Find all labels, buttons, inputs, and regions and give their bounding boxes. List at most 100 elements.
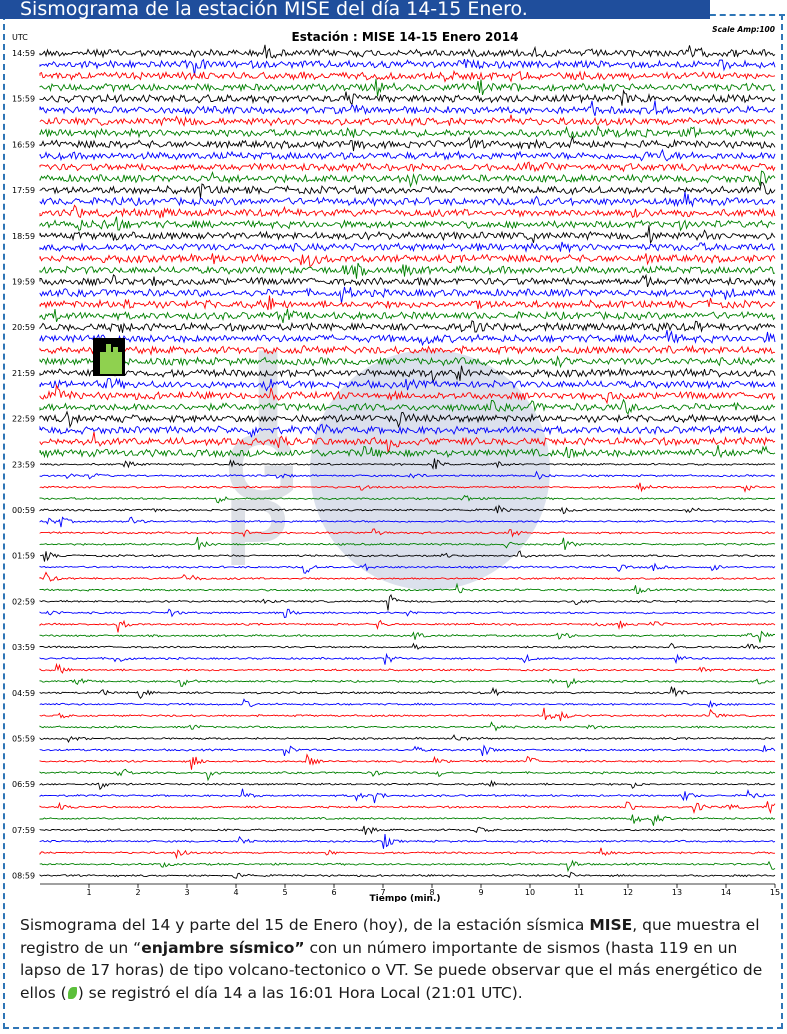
hour-label: 03:59	[12, 643, 35, 652]
seismogram-trace	[39, 744, 776, 757]
seismogram-trace	[39, 135, 776, 152]
x-tick-label: 14	[721, 888, 731, 897]
page-border	[3, 14, 783, 1029]
x-tick-label: 11	[574, 888, 584, 897]
seismogram-trace	[39, 295, 776, 311]
seismogram-trace	[39, 847, 776, 860]
seismogram-trace	[39, 608, 776, 619]
hour-label: 02:59	[12, 597, 35, 606]
seismogram-trace	[39, 410, 776, 429]
chart-title: Estación : MISE 14-15 Enero 2014	[292, 30, 519, 44]
hour-label: 08:59	[12, 872, 35, 881]
seismogram-trace	[39, 571, 776, 582]
seismogram-trace	[39, 431, 776, 454]
seismogram-trace	[39, 330, 776, 347]
hour-label: 00:59	[12, 506, 35, 515]
hour-label: 19:59	[12, 278, 35, 287]
seismogram-trace	[39, 170, 776, 188]
seismogram-trace	[39, 528, 776, 538]
seismogram-trace	[39, 834, 776, 849]
seismogram-trace	[39, 516, 776, 528]
seismogram-trace	[39, 652, 776, 665]
x-tick-label: 9	[478, 888, 483, 897]
hour-label: 01:59	[12, 552, 35, 561]
x-tick-label: 3	[184, 888, 189, 897]
seismogram-trace	[39, 398, 776, 415]
hour-label: 18:59	[12, 232, 35, 241]
seismogram-trace	[39, 225, 776, 245]
x-tick-label: 8	[429, 888, 434, 897]
seismogram-trace	[39, 308, 776, 324]
seismogram-trace	[39, 582, 776, 594]
seismogram-trace	[39, 642, 776, 650]
seismogram-trace	[39, 365, 776, 384]
seismogram-trace	[39, 423, 776, 438]
seismogram-trace	[39, 504, 776, 515]
seismogram-trace	[39, 124, 776, 139]
seismogram-trace	[39, 550, 776, 562]
seismogram-trace	[39, 252, 776, 268]
seismogram-trace	[39, 707, 776, 722]
seismogram-trace	[39, 383, 776, 405]
caption-station: MISE	[589, 916, 633, 934]
seismogram-trace	[39, 445, 776, 459]
seismogram-trace	[39, 721, 776, 732]
seismogram-trace	[39, 148, 776, 162]
seismogram-trace	[39, 273, 776, 288]
watermark-letter-g: G	[225, 415, 299, 521]
seismogram-trace	[39, 734, 776, 744]
seismogram-trace	[39, 662, 776, 674]
seismogram-trace	[39, 594, 775, 611]
seismogram-trace	[39, 100, 776, 116]
seismogram-trace	[39, 344, 776, 356]
seismogram-trace	[39, 114, 776, 127]
caption-part-3: con un número importante de sismos (hast…	[20, 938, 763, 1002]
banner-title: Sismograma de la estación MISE del día 1…	[20, 0, 528, 19]
hour-label: 15:59	[12, 95, 35, 104]
seismogram-trace	[39, 204, 776, 219]
hour-label: 14:59	[12, 49, 35, 58]
hour-label: 04:59	[12, 689, 35, 698]
seismogram-trace	[39, 161, 776, 173]
hour-label: 06:59	[12, 780, 35, 789]
x-tick-label: 1	[86, 888, 91, 897]
seismogram-trace	[39, 58, 776, 76]
seismogram-trace	[39, 630, 776, 643]
seismogram-trace	[39, 262, 776, 279]
x-tick-label: 5	[282, 888, 287, 897]
seismogram-trace	[39, 89, 776, 106]
seismogram-trace	[39, 494, 776, 504]
seismogram-trace	[39, 788, 776, 804]
seismogram-trace	[39, 536, 776, 551]
hour-label: 16:59	[12, 140, 35, 149]
seismogram-trace	[39, 698, 776, 709]
seismogram-trace	[39, 677, 776, 689]
hand-pointer-icon	[93, 338, 125, 376]
seismogram-trace	[39, 377, 776, 392]
x-tick-label: 12	[623, 888, 633, 897]
seismogram-trace	[39, 470, 775, 480]
seismogram-chart: I G P UTC Estación : MISE 14-15 Enero 20…	[12, 25, 780, 902]
hour-label: 05:59	[12, 735, 35, 744]
x-tick-label: 10	[525, 888, 535, 897]
x-tick-label: 6	[331, 888, 336, 897]
seismogram-trace	[39, 78, 776, 97]
seismogram-trace	[39, 871, 776, 879]
scale-label: Scale Amp:100	[712, 25, 775, 34]
seismogram-trace	[39, 753, 776, 770]
seismogram-trace	[39, 216, 776, 232]
leaf-icon	[67, 986, 77, 999]
hour-label: 23:59	[12, 460, 35, 469]
caption-part-2: , que muestra el registro de un “	[20, 916, 760, 957]
top-dash-divider	[700, 14, 785, 16]
x-tick-label: 15	[770, 888, 780, 897]
hour-labels: 14:59 15:59 16:59 17:59 18:59 19:59 20:59 21:59…	[12, 49, 35, 881]
seismogram-trace	[39, 619, 776, 633]
seismogram-trace	[39, 181, 776, 199]
seismogram-trace	[39, 241, 776, 254]
seismogram-trace	[39, 44, 776, 59]
seismogram-trace	[39, 562, 776, 574]
utc-label: UTC	[12, 33, 28, 42]
seismogram-trace	[39, 355, 776, 369]
x-tick-label: 7	[380, 888, 385, 897]
